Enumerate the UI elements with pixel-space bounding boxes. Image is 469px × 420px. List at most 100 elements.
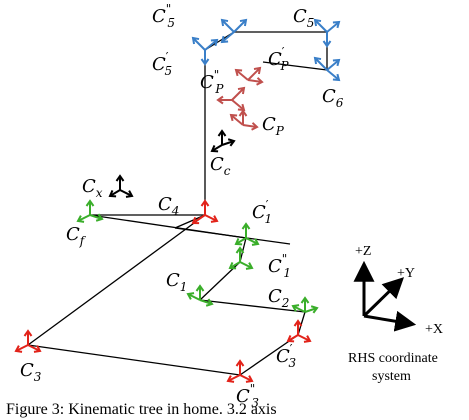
label-c3p-base: C: [276, 346, 290, 367]
frame-cx-black: [108, 174, 134, 198]
label-c2-base: C: [268, 286, 282, 307]
chain-lines: [27, 31, 328, 376]
frame-c4-red-axis-1-head: [210, 215, 219, 223]
frame-cp-pink-axis-1-head: [238, 109, 248, 117]
label-cc: Cc: [210, 154, 231, 178]
frame-cc-black-axis-2-head: [210, 145, 219, 153]
frame-c1p-green-axis-2-shaft: [235, 237, 247, 245]
frame-c3-red-axis-2-shaft: [15, 344, 29, 352]
frame-c1-green-axis-1-head: [195, 284, 205, 292]
label-c1p: C′ 1: [252, 198, 272, 226]
label-cppp-sup: ": [214, 68, 220, 82]
frame-cpp-pink-axis-1-shaft: [247, 67, 261, 81]
label-c3pp-base: C: [236, 386, 250, 407]
label-cppp-base: C: [200, 72, 214, 93]
frame-c5p-blue-axis-0-head: [191, 36, 200, 45]
label-cx-sub: x: [96, 186, 103, 200]
frame-cf-green: [76, 199, 104, 223]
label-c6: C6: [322, 86, 344, 110]
label-c4-sub: 4: [171, 204, 180, 218]
label-cpp-base: C: [268, 49, 282, 70]
label-cp: CP: [262, 114, 285, 138]
frame-c3-red-axis-0-head: [23, 329, 33, 337]
label-c1p-sub: 1: [265, 212, 273, 226]
frame-cpp-pink-axis-0-shaft: [235, 69, 249, 81]
frame-c6-blue-axis-1-shaft: [326, 59, 340, 71]
frame-cppp-pink-axis-2-head: [237, 103, 246, 112]
frame-c5-blue: [313, 18, 341, 48]
frame-c1pp-green-axis-2-head: [228, 262, 237, 270]
frame-c1-green-axis-0-head: [186, 292, 195, 300]
label-c5-sub: 5: [307, 16, 315, 30]
frame-c1-green-axis-2-head: [205, 298, 214, 307]
label-c5pp-sub: 5: [167, 16, 175, 30]
frame-cc-black-axis-1-shaft: [221, 140, 235, 146]
frame-cc-black: [210, 129, 236, 153]
link-base-c3pp: [174, 227, 291, 245]
label-c5p-sup: ′: [166, 50, 169, 64]
legend-y-label: +Y: [397, 266, 415, 281]
label-c1pp: C" 1: [268, 252, 291, 280]
link-cp-c6: [262, 61, 328, 71]
frame-c5-blue-axis-1-shaft: [326, 21, 340, 33]
frame-c3p-red-axis-2-head: [286, 335, 295, 343]
label-c5p: C′ 5: [152, 50, 172, 78]
label-cc-sub: c: [224, 164, 231, 178]
frame-c5-blue-axis-1-head: [332, 20, 341, 29]
label-cppp: C" P: [200, 68, 224, 96]
frame-c1-green: [186, 284, 214, 307]
label-cx-base: C: [82, 176, 96, 197]
frame-cp-pink-axis-2-head: [251, 122, 259, 131]
frame-c1-green-axis-0-shaft: [187, 293, 201, 301]
figure-caption: Figure 3: Kinematic tree in home. 3.2 ax…: [6, 401, 277, 418]
label-c4: C4: [158, 194, 179, 218]
frame-c3p-red-axis-1-shaft: [297, 334, 311, 342]
label-cp-sub: P: [275, 124, 285, 138]
label-c5p-sub: 5: [165, 64, 173, 78]
link-c4-c3: [27, 214, 206, 346]
label-c1: C1: [166, 270, 187, 294]
frame-c3pp-red-axis-2-head: [226, 375, 235, 383]
label-c5p-base: C: [152, 54, 166, 75]
label-c5pp-sup: ": [166, 2, 172, 16]
label-c3p-sub: 3: [289, 356, 297, 370]
frame-c2-green-axis-0-shaft: [292, 305, 306, 313]
label-c2: C2: [268, 286, 289, 310]
frame-cc-black-axis-0-head: [217, 129, 227, 137]
label-c5: C5: [293, 6, 314, 30]
label-c3-base: C: [20, 360, 34, 381]
frame-c5pp-blue-axis-2-head: [220, 35, 229, 44]
frame-cf-green-axis-1-head: [95, 213, 104, 222]
frame-c3-red-axis-2-head: [14, 345, 23, 353]
frame-cf-green-axis-2-head: [76, 215, 85, 223]
frame-cppp-pink-axis-2-shaft: [231, 99, 245, 111]
frame-cpp-pink-axis-1-head: [253, 66, 262, 75]
frame-cppp-pink-axis-1-shaft: [231, 87, 245, 101]
label-cpp-sub: P: [280, 59, 290, 73]
frame-c4-red-axis-1-shaft: [204, 214, 218, 222]
frame-cf-green-axis-0-head: [85, 199, 95, 207]
label-c3pp: C" 3: [236, 382, 259, 410]
label-c5pp-base: C: [152, 6, 166, 27]
frame-c5p-blue-axis-1-shaft: [204, 39, 218, 51]
label-cx: Cx: [82, 176, 103, 200]
frame-c5p-blue-axis-0-shaft: [192, 37, 206, 51]
legend-title-line2: system: [372, 369, 411, 384]
label-c3: C3: [20, 360, 42, 384]
frame-c1p-green-axis-1-head: [251, 238, 260, 246]
frame-c1-green-axis-2-shaft: [199, 299, 213, 305]
frame-c2-green-axis-1-head: [300, 296, 310, 304]
frame-c3pp-red-axis-2-shaft: [227, 374, 241, 382]
frame-c6-blue-axis-0-head: [313, 56, 322, 65]
coordinate-frames: [14, 18, 341, 383]
frame-cc-black-axis-1-head: [227, 138, 236, 147]
frame-c4-red: [191, 199, 219, 225]
frame-cp-pink-axis-0-shaft: [230, 114, 244, 126]
legend-title-line1: RHS coordinate: [348, 351, 438, 366]
frame-cx-black-axis-1-shaft: [119, 189, 133, 197]
frame-c5pp-blue-axis-0-shaft: [221, 19, 235, 33]
frame-c5-blue-axis-0-head: [313, 18, 322, 27]
frame-c5-blue-axis-0-shaft: [314, 19, 328, 33]
